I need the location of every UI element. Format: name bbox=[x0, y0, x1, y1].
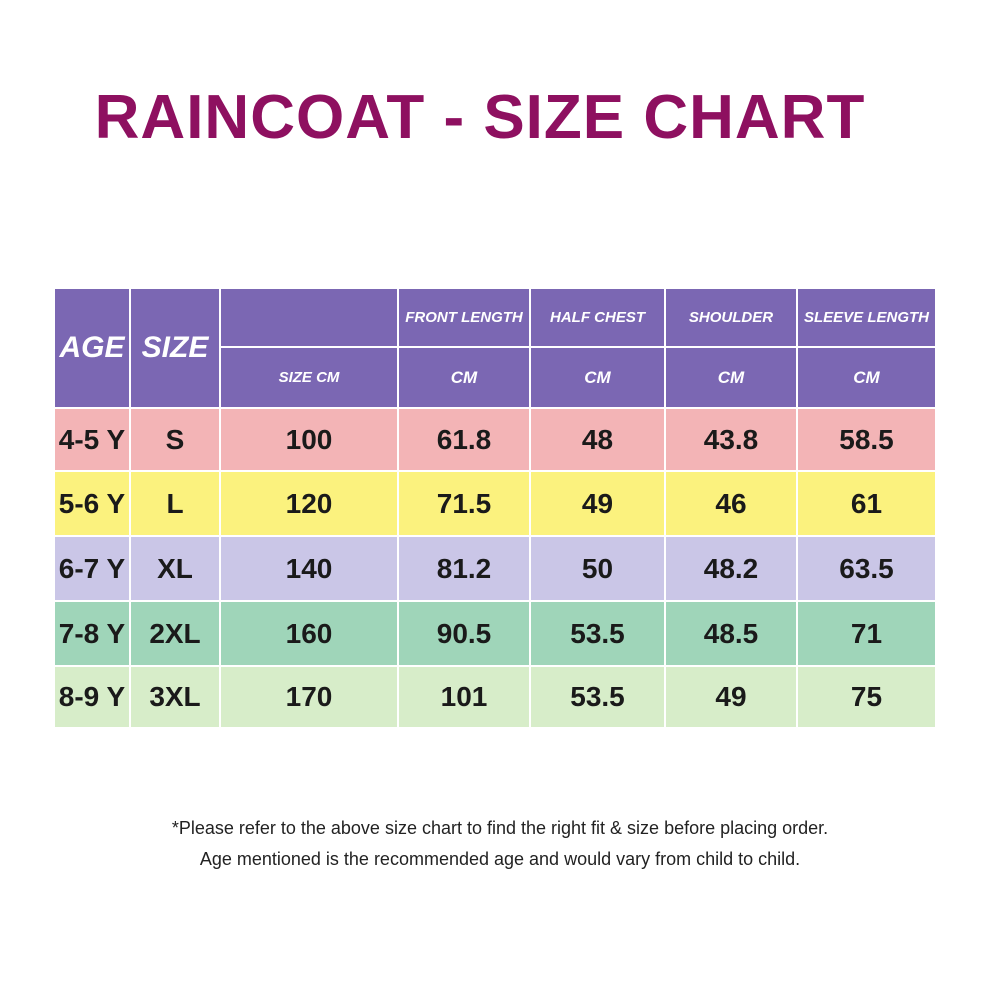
data-cell: 63.5 bbox=[797, 536, 936, 601]
data-cell: 4-5 Y bbox=[54, 408, 130, 471]
data-cell: 49 bbox=[530, 471, 665, 536]
data-cell: 75 bbox=[797, 666, 936, 728]
data-cell: 5-6 Y bbox=[54, 471, 130, 536]
data-cell: 48.5 bbox=[665, 601, 797, 666]
data-cell: 48.2 bbox=[665, 536, 797, 601]
data-cell: 160 bbox=[220, 601, 398, 666]
data-cell: 53.5 bbox=[530, 666, 665, 728]
note: *Please refer to the above size chart to… bbox=[171, 818, 829, 838]
data-cell: 46 bbox=[665, 471, 797, 536]
data-cell: 81.2 bbox=[398, 536, 530, 601]
unit-cell: CM bbox=[797, 347, 936, 408]
header-cell: SHOULDER bbox=[665, 288, 797, 347]
data-cell: 2XL bbox=[130, 601, 220, 666]
note: Age mentioned is the recommended age and… bbox=[199, 849, 801, 869]
data-cell: 50 bbox=[530, 536, 665, 601]
data-cell: 61 bbox=[797, 471, 936, 536]
data-cell: 53.5 bbox=[530, 601, 665, 666]
data-cell: 58.5 bbox=[797, 408, 936, 471]
unit-cell: CM bbox=[530, 347, 665, 408]
data-cell: 48 bbox=[530, 408, 665, 471]
unit-cell: CM bbox=[665, 347, 797, 408]
data-cell: 61.8 bbox=[398, 408, 530, 471]
data-cell: 100 bbox=[220, 408, 398, 471]
data-cell: 101 bbox=[398, 666, 530, 728]
data-cell: 7-8 Y bbox=[54, 601, 130, 666]
data-cell: XL bbox=[130, 536, 220, 601]
unit-cell: SIZE CM bbox=[220, 347, 398, 408]
data-cell: 3XL bbox=[130, 666, 220, 728]
data-cell: 6-7 Y bbox=[54, 536, 130, 601]
data-cell: 8-9 Y bbox=[54, 666, 130, 728]
unit-cell: CM bbox=[398, 347, 530, 408]
data-cell: 71 bbox=[797, 601, 936, 666]
header-cell: SIZE bbox=[130, 288, 220, 408]
data-cell: L bbox=[130, 471, 220, 536]
header-cell: SLEEVE LENGTH bbox=[797, 288, 936, 347]
header-cell: FRONT LENGTH bbox=[398, 288, 530, 347]
data-cell: 43.8 bbox=[665, 408, 797, 471]
data-cell: 170 bbox=[220, 666, 398, 728]
data-cell: 140 bbox=[220, 536, 398, 601]
data-cell: S bbox=[130, 408, 220, 471]
data-cell: 120 bbox=[220, 471, 398, 536]
data-cell: 49 bbox=[665, 666, 797, 728]
header-cell: AGE bbox=[54, 288, 130, 408]
title: RAINCOAT - SIZE CHART bbox=[94, 83, 866, 152]
header-cell: HALF CHEST bbox=[530, 288, 665, 347]
data-cell: 71.5 bbox=[398, 471, 530, 536]
data-cell: 90.5 bbox=[398, 601, 530, 666]
header-cell bbox=[220, 288, 398, 347]
